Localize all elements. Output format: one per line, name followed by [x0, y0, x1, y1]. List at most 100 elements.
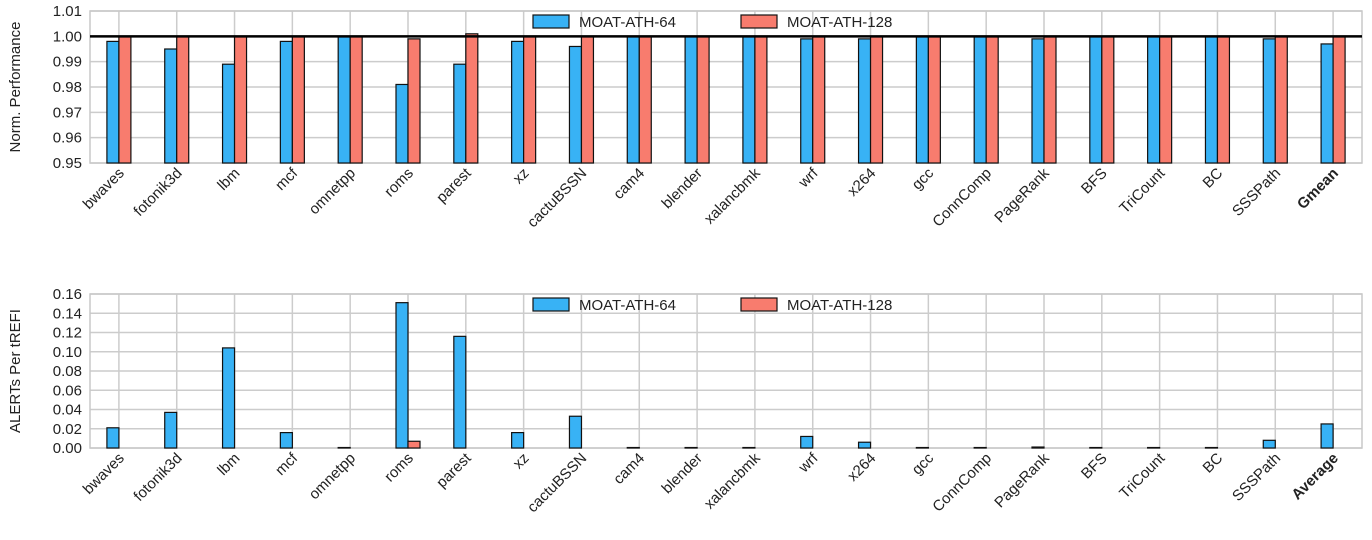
- bar-series-a-parest: [453, 63, 467, 164]
- bar-series-b-parest: [465, 33, 479, 164]
- x-tick-label: mcf: [272, 164, 302, 194]
- bar-series-b-lbm: [233, 35, 248, 164]
- x-tick-label: xz: [510, 165, 533, 188]
- y-tick-label: 0.06: [53, 382, 82, 399]
- bar-series-a-PageRank: [1031, 446, 1045, 449]
- y-tick-label: 0.04: [53, 402, 82, 419]
- bar-series-a-TriCount: [1147, 35, 1161, 164]
- bar-series-b-roms: [407, 440, 421, 449]
- bar-series-b-bwaves: [118, 35, 132, 164]
- y-tick-label: 0.98: [53, 79, 82, 96]
- bar-series-b-cam4: [638, 35, 652, 164]
- x-tick-label: TriCount: [1116, 164, 1169, 217]
- bar-series-b-cactuBSSN: [580, 35, 595, 164]
- x-tick-label: SSSPath: [1229, 165, 1284, 220]
- bar-series-a-x264: [857, 441, 872, 449]
- y-tick-label: 0.16: [53, 286, 82, 303]
- alerts-chart: 0.00 0.02 0.04 0.06 0.08 0.10 0.12 0.14 0.16 bwav…: [7, 286, 1363, 516]
- x-tick-label: wrf: [795, 164, 822, 191]
- bar-series-a-gcc: [915, 35, 929, 164]
- x-tick-label: BFS: [1078, 165, 1111, 198]
- bar-series-b-wrf: [812, 35, 826, 164]
- bar-series-b-blender: [696, 35, 710, 164]
- bar-series-a-bwaves: [106, 427, 120, 449]
- legend-label: MOAT-ATH-64: [579, 297, 676, 314]
- legend: MOAT-ATH-64 MOAT-ATH-128: [532, 297, 892, 314]
- bar-series-a-SSSPath: [1262, 439, 1276, 449]
- bar-series-a-roms: [395, 83, 409, 164]
- bar-series-a-xalancbmk: [742, 35, 756, 164]
- x-tick-label: cam4: [610, 450, 648, 488]
- y-tick-label: 0.14: [53, 305, 82, 322]
- x-tick-label: mcf: [272, 449, 302, 479]
- legend-swatch: [740, 14, 778, 29]
- x-tick-label: BC: [1200, 165, 1227, 192]
- bar-series-a-SSSPath: [1262, 38, 1276, 164]
- bar-series-a-lbm: [221, 347, 236, 449]
- legend-label: MOAT-ATH-128: [787, 297, 892, 314]
- legend: MOAT-ATH-64 MOAT-ATH-128: [532, 14, 892, 31]
- bar-series-b-PageRank: [1043, 35, 1057, 164]
- bar-series-a-fotonik3d: [164, 411, 178, 449]
- y-axis-label: ALERTs Per tREFI: [7, 309, 24, 433]
- x-tick-label: blender: [659, 450, 706, 497]
- bar-series-a-mcf: [279, 432, 293, 449]
- performance-chart: 0.95 0.96 0.97 0.98 0.99 1.00 1.01 bwaves fotoni…: [7, 3, 1363, 231]
- x-tick-label: bwaves: [80, 165, 128, 213]
- y-tick-label: 1.00: [53, 28, 82, 45]
- y-tick-label: 0.95: [53, 155, 82, 172]
- legend-swatch: [532, 14, 570, 29]
- x-tick-label: ConnComp: [929, 450, 995, 516]
- plot-frame: [89, 10, 1363, 164]
- bar-series-a-cam4: [626, 35, 640, 164]
- bar-series-a-blender: [684, 35, 698, 164]
- legend-swatch: [532, 297, 570, 312]
- x-tick-label: cactuBSSN: [524, 450, 590, 516]
- y-tick-label: 0.96: [53, 130, 82, 147]
- x-tick-label: gcc: [909, 164, 938, 193]
- x-tick-label: cam4: [610, 165, 648, 203]
- x-tick-label: roms: [381, 450, 417, 486]
- bar-series-b-BC: [1216, 35, 1231, 164]
- x-tick-label: omnetpp: [306, 450, 359, 503]
- bar-series-b-roms: [407, 38, 421, 164]
- y-tick-label: 0.10: [53, 344, 82, 361]
- bar-series-a-x264: [857, 38, 872, 164]
- plot-frame: [89, 293, 1363, 449]
- bar-series-b-Gmean: [1332, 35, 1346, 164]
- y-tick-label: 0.99: [53, 54, 82, 71]
- x-tick-label: Average: [1288, 450, 1341, 503]
- y-tick-label: 0.12: [53, 325, 82, 342]
- bar-series-a-xz: [511, 432, 525, 449]
- x-tick-label: cactuBSSN: [524, 165, 590, 231]
- bar-series-b-fotonik3d: [176, 35, 190, 164]
- bar-series-a-omnetpp: [337, 35, 351, 164]
- bar-series-a-fotonik3d: [164, 48, 178, 164]
- x-tick-label: x264: [844, 450, 879, 485]
- bar-series-a-lbm: [221, 63, 236, 164]
- x-tick-label: xalancbmk: [701, 164, 764, 227]
- x-tick-label: TriCount: [1116, 449, 1169, 502]
- bar-series-a-mcf: [279, 40, 293, 164]
- x-tick-label: PageRank: [991, 164, 1053, 226]
- x-tick-label: ConnComp: [929, 165, 995, 231]
- bar-series-a-roms: [395, 302, 409, 449]
- bar-series-b-mcf: [291, 35, 305, 164]
- x-tick-label: blender: [659, 165, 706, 212]
- y-tick-label: 0.97: [53, 104, 82, 121]
- bar-series-a-Average: [1320, 423, 1334, 449]
- bar-series-a-BFS: [1089, 35, 1103, 164]
- x-tick-label: roms: [381, 165, 417, 201]
- x-tick-label: wrf: [795, 449, 822, 476]
- y-axis-label: Norm. Performance: [7, 22, 24, 153]
- bar-series-b-gcc: [927, 35, 941, 164]
- x-tick-label: fotonik3d: [130, 450, 185, 505]
- bar-series-a-xz: [511, 40, 525, 164]
- bar-series-a-bwaves: [106, 40, 120, 164]
- bar-series-a-Gmean: [1320, 43, 1334, 164]
- bar-series-b-xalancbmk: [754, 35, 768, 164]
- x-tick-label: omnetpp: [306, 165, 359, 218]
- legend-label: MOAT-ATH-128: [787, 14, 892, 31]
- bar-series-a-ConnComp: [973, 35, 987, 164]
